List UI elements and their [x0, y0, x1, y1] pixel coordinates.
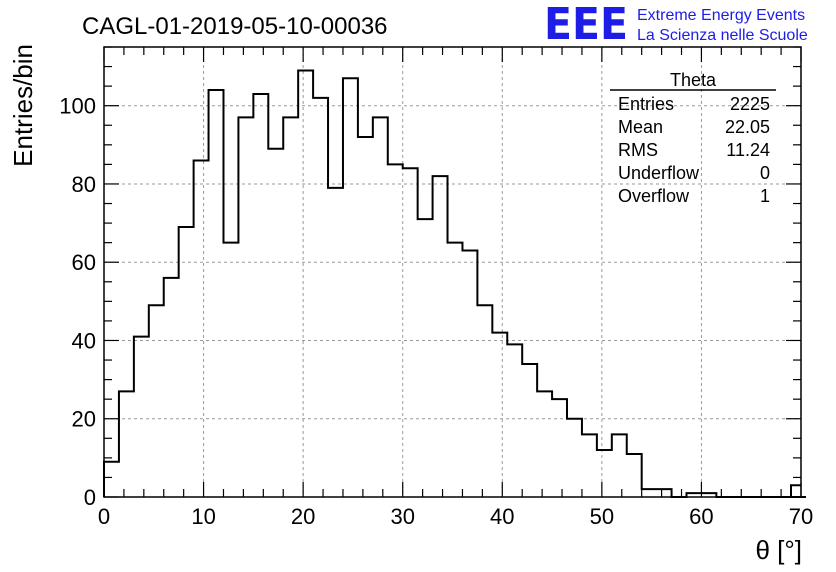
y-tick-label: 80 — [72, 172, 96, 197]
stats-value-rms: 11.24 — [726, 140, 770, 160]
stats-box-title: Theta — [670, 70, 717, 90]
overflow-bin — [790, 484, 801, 497]
histogram-outline — [103, 69, 806, 498]
x-tick-label: 20 — [291, 504, 315, 529]
stats-label-overflow: Overflow — [618, 186, 690, 206]
y-tick-label: 100 — [59, 94, 96, 119]
x-tick-label: 40 — [490, 504, 514, 529]
y-tick-labels: 0 20 40 60 80 100 — [59, 94, 96, 510]
x-tick-label: 50 — [590, 504, 614, 529]
eee-logo-line1: Extreme Energy Events — [637, 7, 805, 24]
x-tick-label: 60 — [689, 504, 713, 529]
chart-title: CAGL-01-2019-05-10-00036 — [82, 13, 388, 40]
eee-logo-mark: EEE — [544, 0, 628, 50]
y-axis-label: Entries/bin — [8, 44, 38, 167]
stats-label-rms: RMS — [618, 140, 658, 160]
x-tick-labels: 0 10 20 30 40 50 60 70 — [98, 504, 813, 529]
x-tick-label: 10 — [191, 504, 215, 529]
stats-value-mean: 22.05 — [725, 117, 770, 137]
stats-label-underflow: Underflow — [618, 163, 700, 183]
plot-frame — [103, 46, 802, 498]
y-tick-label: 60 — [72, 250, 96, 275]
x-tick-label: 70 — [789, 504, 813, 529]
y-tick-label: 0 — [84, 485, 96, 510]
x-axis-label: θ [°] — [755, 535, 802, 565]
x-tick-label: 0 — [98, 504, 110, 529]
stats-label-entries: Entries — [618, 94, 674, 114]
eee-logo-line2: La Scienza nelle Scuole — [637, 27, 808, 44]
stats-value-overflow: 1 — [760, 186, 770, 206]
eee-logo: EEE Extreme Energy Events La Scienza nel… — [544, 0, 808, 50]
grid — [104, 47, 801, 497]
stats-value-entries: 2225 — [730, 94, 770, 114]
stats-value-underflow: 0 — [760, 163, 770, 183]
y-tick-label: 20 — [72, 407, 96, 432]
stats-label-mean: Mean — [618, 117, 663, 137]
stats-box: Theta Entries 2225 Mean 22.05 RMS 11.24 … — [610, 70, 776, 206]
x-tick-label: 30 — [390, 504, 414, 529]
y-tick-label: 40 — [72, 328, 96, 353]
